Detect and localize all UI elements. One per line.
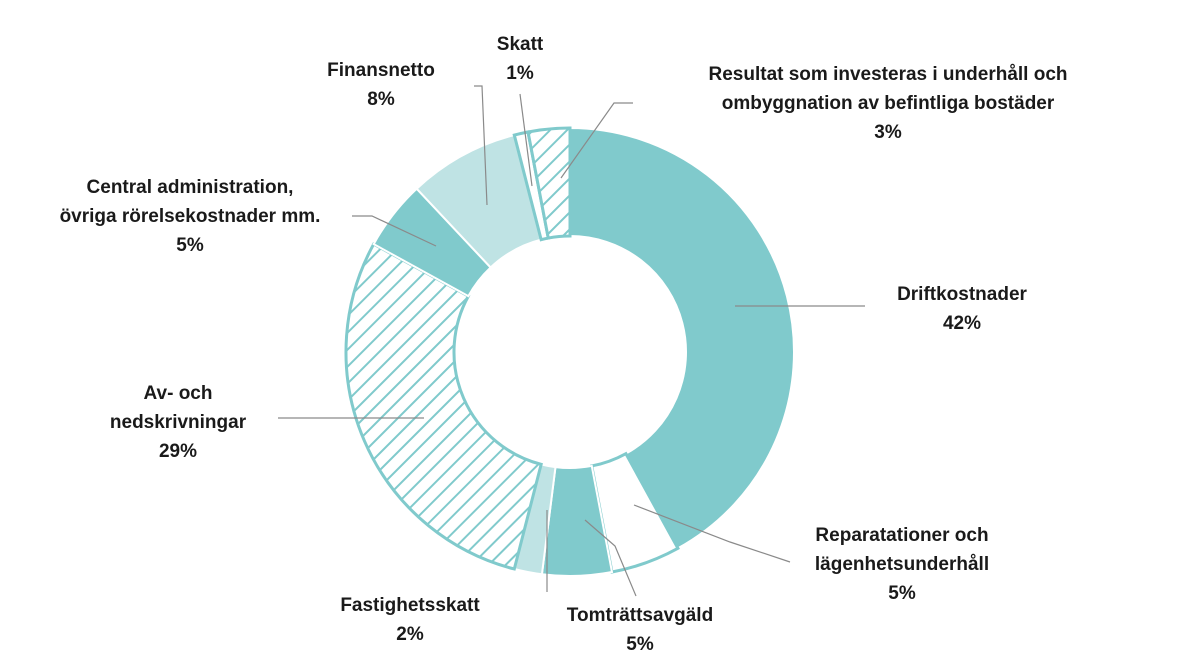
slice-label-reparatationer-och-lagenhetsunderhall: lägenhetsunderhåll: [815, 554, 989, 575]
slice-label-av-och-nedskrivningar: Av- och: [144, 383, 213, 404]
slice-percent-skatt: 1%: [506, 63, 534, 84]
slice-labels: Driftkostnader 42% Reparatationer och lägen…: [60, 34, 1068, 655]
slice-label-tomtrattsavgald: Tomträttsavgäld: [567, 605, 713, 626]
donut-slices: [344, 126, 795, 577]
slice-label-resultat-som-investeras-i-underhall-och-ombyggnation-av-befintliga-bostader: ombyggnation av befintliga bostäder: [722, 93, 1055, 114]
leader-line-central-administration-ovriga-rorelsekostnader-mm: [352, 215, 437, 247]
slice-percent-reparatationer-och-lagenhetsunderhall: 5%: [888, 583, 916, 604]
slice-percent-driftkostnader: 42%: [943, 313, 981, 334]
slice-percent-fastighetsskatt: 2%: [396, 624, 424, 645]
leader-line-finansnetto: [474, 85, 488, 206]
leader-line-reparatationer-och-lagenhetsunderhall: [633, 504, 791, 563]
slice-label-driftkostnader: Driftkostnader: [897, 284, 1027, 305]
slice-percent-finansnetto: 8%: [367, 89, 395, 110]
leader-line-resultat-som-investeras-i-underhall-och-ombyggnation-av-befintliga-bostader: [560, 102, 633, 179]
slice-label-av-och-nedskrivningar: nedskrivningar: [110, 412, 247, 433]
leader-lines: [278, 85, 865, 597]
leader-line-skatt: [519, 93, 533, 187]
slice-percent-central-administration-ovriga-rorelsekostnader-mm: 5%: [176, 235, 204, 256]
slice-percent-av-och-nedskrivningar: 29%: [159, 441, 197, 462]
slice-label-resultat-som-investeras-i-underhall-och-ombyggnation-av-befintliga-bostader: Resultat som investeras i underhåll och: [709, 64, 1068, 85]
slice-av-och-nedskrivningar: [344, 242, 543, 571]
slice-label-fastighetsskatt: Fastighetsskatt: [340, 595, 480, 616]
slice-resultat-som-investeras-i-underhall-och-ombyggnation-av-befintliga-bostader: [526, 126, 572, 240]
slice-label-skatt: Skatt: [497, 34, 544, 55]
slice-percent-resultat-som-investeras-i-underhall-och-ombyggnation-av-befintliga-bostader: 3%: [874, 122, 902, 143]
slice-label-central-administration-ovriga-rorelsekostnader-mm: övriga rörelsekostnader mm.: [60, 206, 321, 227]
slice-percent-tomtrattsavgald: 5%: [626, 634, 654, 655]
slice-driftkostnader: [569, 126, 795, 550]
slice-label-reparatationer-och-lagenhetsunderhall: Reparatationer och: [815, 525, 988, 546]
leader-line-tomtrattsavgald: [584, 519, 637, 597]
slice-label-finansnetto: Finansnetto: [327, 60, 435, 81]
slice-label-central-administration-ovriga-rorelsekostnader-mm: Central administration,: [87, 177, 294, 198]
